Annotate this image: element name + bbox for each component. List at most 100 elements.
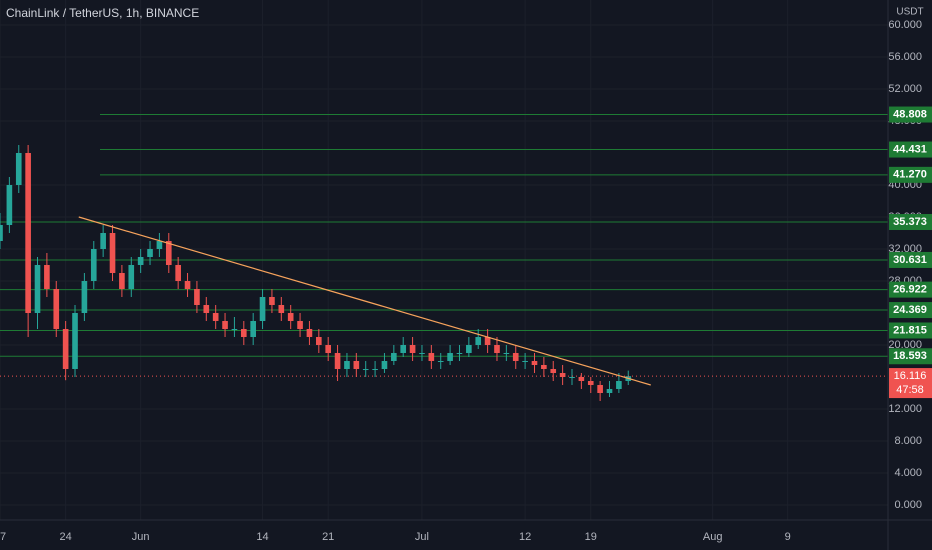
x-tick-label: 21 [322, 531, 334, 543]
level-label: 35.373 [893, 216, 927, 228]
countdown-label: 47:58 [896, 384, 924, 396]
candle-body [306, 329, 313, 337]
plot [0, 114, 888, 401]
candle-body [587, 381, 594, 385]
candle-body [287, 313, 294, 321]
candle-body [90, 249, 97, 281]
level-label: 24.369 [893, 304, 927, 316]
candle-body [569, 377, 575, 378]
candle-body [278, 305, 285, 313]
candle-body [616, 381, 622, 389]
x-tick-label: Jun [132, 531, 150, 543]
y-tick-label: 12.000 [888, 403, 922, 415]
level-label-box [889, 348, 932, 365]
candle-body [503, 353, 510, 354]
candle-body [456, 353, 463, 354]
candle-body [578, 377, 585, 381]
x-tick-label: Aug [703, 531, 723, 543]
x-tick-label: 19 [585, 531, 597, 543]
level-label: 26.922 [893, 284, 927, 296]
y-tick-label: 52.000 [888, 83, 922, 95]
candle-body [156, 241, 163, 249]
candle-body [34, 265, 41, 313]
candle-body [240, 329, 247, 337]
candle-body [128, 265, 135, 289]
candle-body [522, 361, 528, 362]
level-label-box [889, 141, 932, 158]
level-label-box [889, 251, 932, 268]
y-tick-label: 60.000 [888, 19, 922, 31]
candle-body [109, 233, 116, 273]
currency-label: USDT [896, 7, 923, 18]
candle-body [325, 345, 332, 353]
candle-body [250, 321, 256, 337]
y-tick-label: 4.000 [894, 467, 922, 479]
x-tick-label: 12 [519, 531, 531, 543]
y-tick-label: 32.000 [888, 243, 922, 255]
candle-body [484, 337, 491, 345]
candle-body [559, 373, 566, 377]
candle-body [137, 257, 144, 265]
y-tick-label: 56.000 [888, 51, 922, 63]
candle-body [447, 353, 453, 361]
candle-body [44, 265, 50, 289]
candle-body [15, 153, 22, 185]
candle-body [212, 313, 219, 321]
y-tick-label: 0.000 [894, 499, 922, 511]
candle-body [437, 361, 444, 362]
candle-body [269, 297, 275, 305]
y-tick-label: 20.000 [888, 339, 922, 351]
y-tick-label: 8.000 [894, 435, 922, 447]
candle-body [194, 289, 200, 305]
candle-body [606, 389, 613, 393]
candle-body [597, 385, 603, 393]
candle-body [550, 369, 557, 373]
candle-body [531, 361, 538, 365]
candle-body [391, 353, 397, 361]
candle-body [100, 233, 106, 249]
level-label: 18.593 [893, 350, 927, 362]
candle-body [184, 281, 191, 289]
candle-body [119, 273, 125, 289]
x-tick-label: Jul [415, 531, 429, 543]
trendline [78, 216, 651, 386]
candle-body [344, 361, 350, 369]
candle-body [165, 241, 172, 265]
level-label: 30.631 [893, 254, 927, 266]
candle-body [222, 321, 228, 329]
candle-body [175, 265, 181, 281]
candle-body [494, 345, 500, 353]
candle-body [466, 345, 472, 353]
level-label-box [889, 166, 932, 183]
axes: 0.0004.0008.00012.00020.00028.00032.0003… [0, 19, 932, 543]
candle-body [25, 153, 31, 313]
candle-body [400, 345, 407, 353]
level-label: 48.808 [893, 108, 927, 120]
candle-body [409, 345, 416, 353]
level-label-box [889, 302, 932, 319]
x-tick-label: 24 [60, 531, 72, 543]
candle-body [475, 337, 482, 345]
chart-title: ChainLink / TetherUS, 1h, BINANCE [6, 6, 199, 20]
candle-body [231, 329, 238, 330]
candle-body [297, 321, 303, 329]
candle-body [362, 369, 369, 370]
candle-body [334, 353, 341, 369]
candle-body [541, 365, 547, 369]
x-tick-label: 17 [0, 531, 6, 543]
candle-body [428, 353, 435, 361]
candle-body [381, 361, 388, 369]
level-label-box [889, 281, 932, 298]
x-tick-label: 14 [256, 531, 268, 543]
level-label: 41.270 [893, 169, 927, 181]
candle-body [316, 337, 322, 345]
x-tick-label: 9 [785, 531, 791, 543]
candle-body [419, 353, 425, 354]
candle-body [81, 281, 88, 313]
level-label: 44.431 [893, 143, 927, 155]
candle-body [372, 369, 378, 370]
current-price-label: 16.116 [894, 370, 927, 382]
level-label-box [889, 322, 932, 339]
